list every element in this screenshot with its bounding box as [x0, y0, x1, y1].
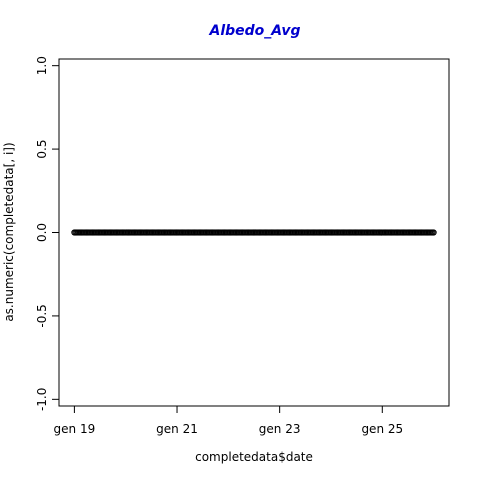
chart-title: Albedo_Avg: [208, 23, 300, 39]
y-axis: -1.0 -0.5 0.0 0.5 1.0: [35, 56, 60, 411]
y-tick-label: -1.0: [35, 388, 49, 411]
x-tick-label: gen 25: [361, 422, 403, 436]
x-axis: gen 19 gen 21 gen 23 gen 25: [54, 405, 403, 436]
x-tick-label: gen 23: [259, 422, 301, 436]
y-tick-label: 1.0: [35, 56, 49, 75]
y-tick-label: 0.5: [35, 140, 49, 159]
x-axis-label: completedata$date: [195, 450, 313, 464]
x-tick-label: gen 21: [156, 422, 198, 436]
y-tick-label: 0.0: [35, 223, 49, 242]
x-tick-label: gen 19: [54, 422, 96, 436]
data-point: [430, 229, 437, 236]
data-points: [71, 229, 437, 236]
y-axis-label: as.numeric(completedata[, i]): [2, 142, 16, 321]
y-tick-label: -0.5: [35, 304, 49, 327]
